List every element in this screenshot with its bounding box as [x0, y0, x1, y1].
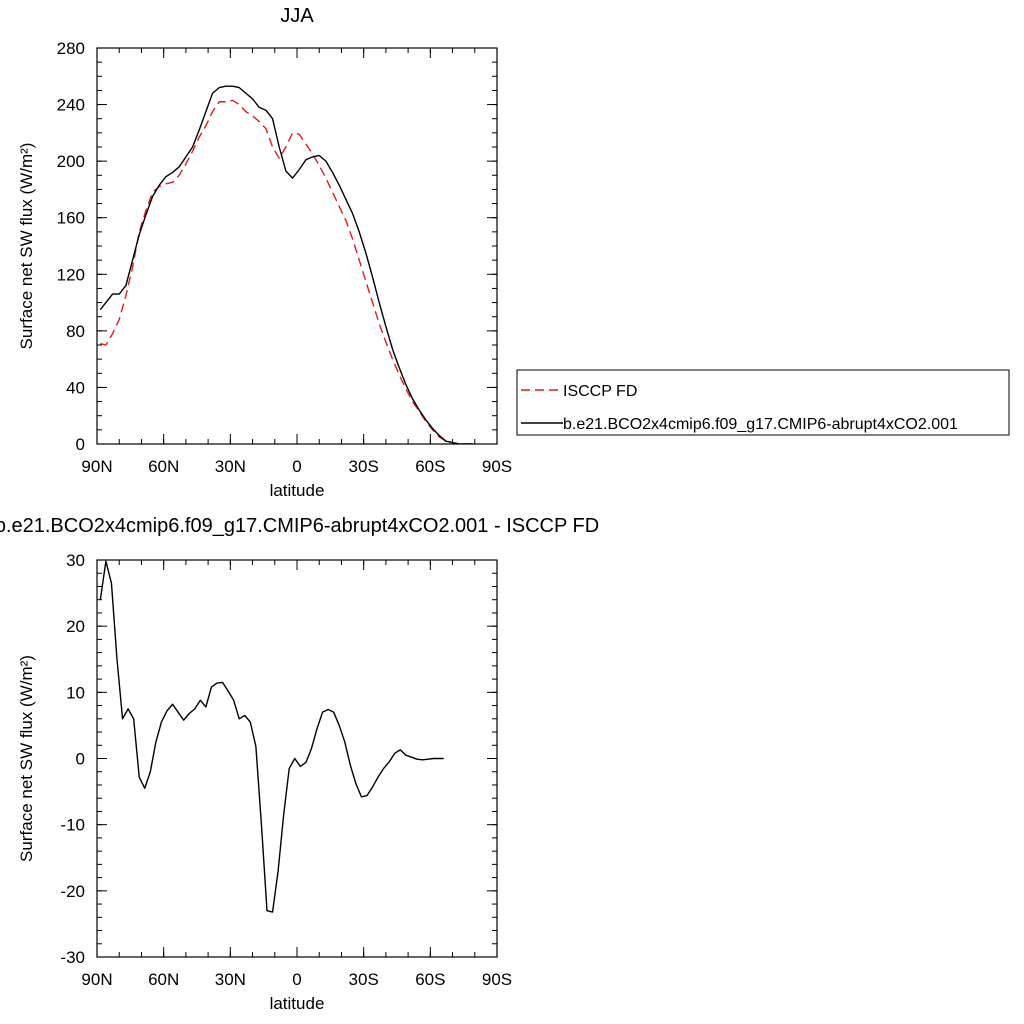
legend-label-0: ISCCP FD — [563, 383, 637, 400]
legend-label-1: b.e21.BCO2x4cmip6.f09_g17.CMIP6-abrupt4x… — [563, 416, 958, 433]
series-line-0 — [100, 99, 473, 444]
x-axis-label: latitude — [270, 994, 325, 1013]
plot-frame — [96, 559, 498, 958]
x-tick-label: 60N — [148, 970, 179, 989]
y-tick-label: 10 — [66, 683, 85, 702]
y-tick-label: 30 — [66, 551, 85, 570]
x-tick-label: 90S — [482, 970, 512, 989]
legend-box — [516, 369, 1010, 436]
x-tick-label: 90S — [482, 457, 512, 476]
x-tick-label: 60N — [148, 457, 179, 476]
y-tick-label: 20 — [66, 617, 85, 636]
legend: ISCCP FD b.e21.BCO2x4cmip6.f09_g17.CMIP6-… — [516, 369, 1010, 436]
y-tick-label: 240 — [57, 96, 85, 115]
top-panel-jja: JJA 90N 60N 30N 0 30S 60S 90S 0 40 80 120 160 200 240 2… — [17, 5, 512, 500]
x-tick-label: 90N — [81, 970, 112, 989]
y-tick-label: 200 — [57, 152, 85, 171]
y-tick-label: 160 — [57, 209, 85, 228]
y-tick-label: 80 — [66, 322, 85, 341]
panel-title: b.e21.BCO2x4cmip6.f09_g17.CMIP6-abrupt4x… — [0, 515, 599, 537]
x-tick-label: 0 — [292, 457, 301, 476]
x-tick-label: 60S — [415, 457, 445, 476]
y-tick-label: -20 — [60, 882, 85, 901]
x-tick-label: 30N — [215, 970, 246, 989]
x-tick-label: 90N — [81, 457, 112, 476]
series-line-1 — [99, 85, 473, 444]
y-tick-label: 40 — [66, 378, 85, 397]
x-tick-label: 30N — [215, 457, 246, 476]
x-tick-label: 60S — [415, 970, 445, 989]
x-axis-label: latitude — [270, 481, 325, 500]
plot-frame — [96, 47, 498, 445]
y-tick-label: -30 — [60, 948, 85, 967]
y-tick-label: 120 — [57, 265, 85, 284]
y-tick-label: -10 — [60, 816, 85, 835]
y-axis-label: Surface net SW flux (W/m²) — [17, 143, 36, 350]
x-tick-label: 30S — [349, 457, 379, 476]
panel-title: JJA — [280, 5, 314, 27]
bottom-panel-difference: b.e21.BCO2x4cmip6.f09_g17.CMIP6-abrupt4x… — [0, 515, 599, 1013]
y-tick-label: 0 — [76, 435, 85, 454]
y-tick-label: 280 — [57, 39, 85, 58]
x-tick-label: 30S — [349, 970, 379, 989]
y-tick-label: 0 — [76, 750, 85, 769]
x-tick-label: 0 — [292, 970, 301, 989]
y-axis-label: Surface net SW flux (W/m²) — [17, 655, 36, 862]
series-line-0 — [99, 560, 444, 913]
